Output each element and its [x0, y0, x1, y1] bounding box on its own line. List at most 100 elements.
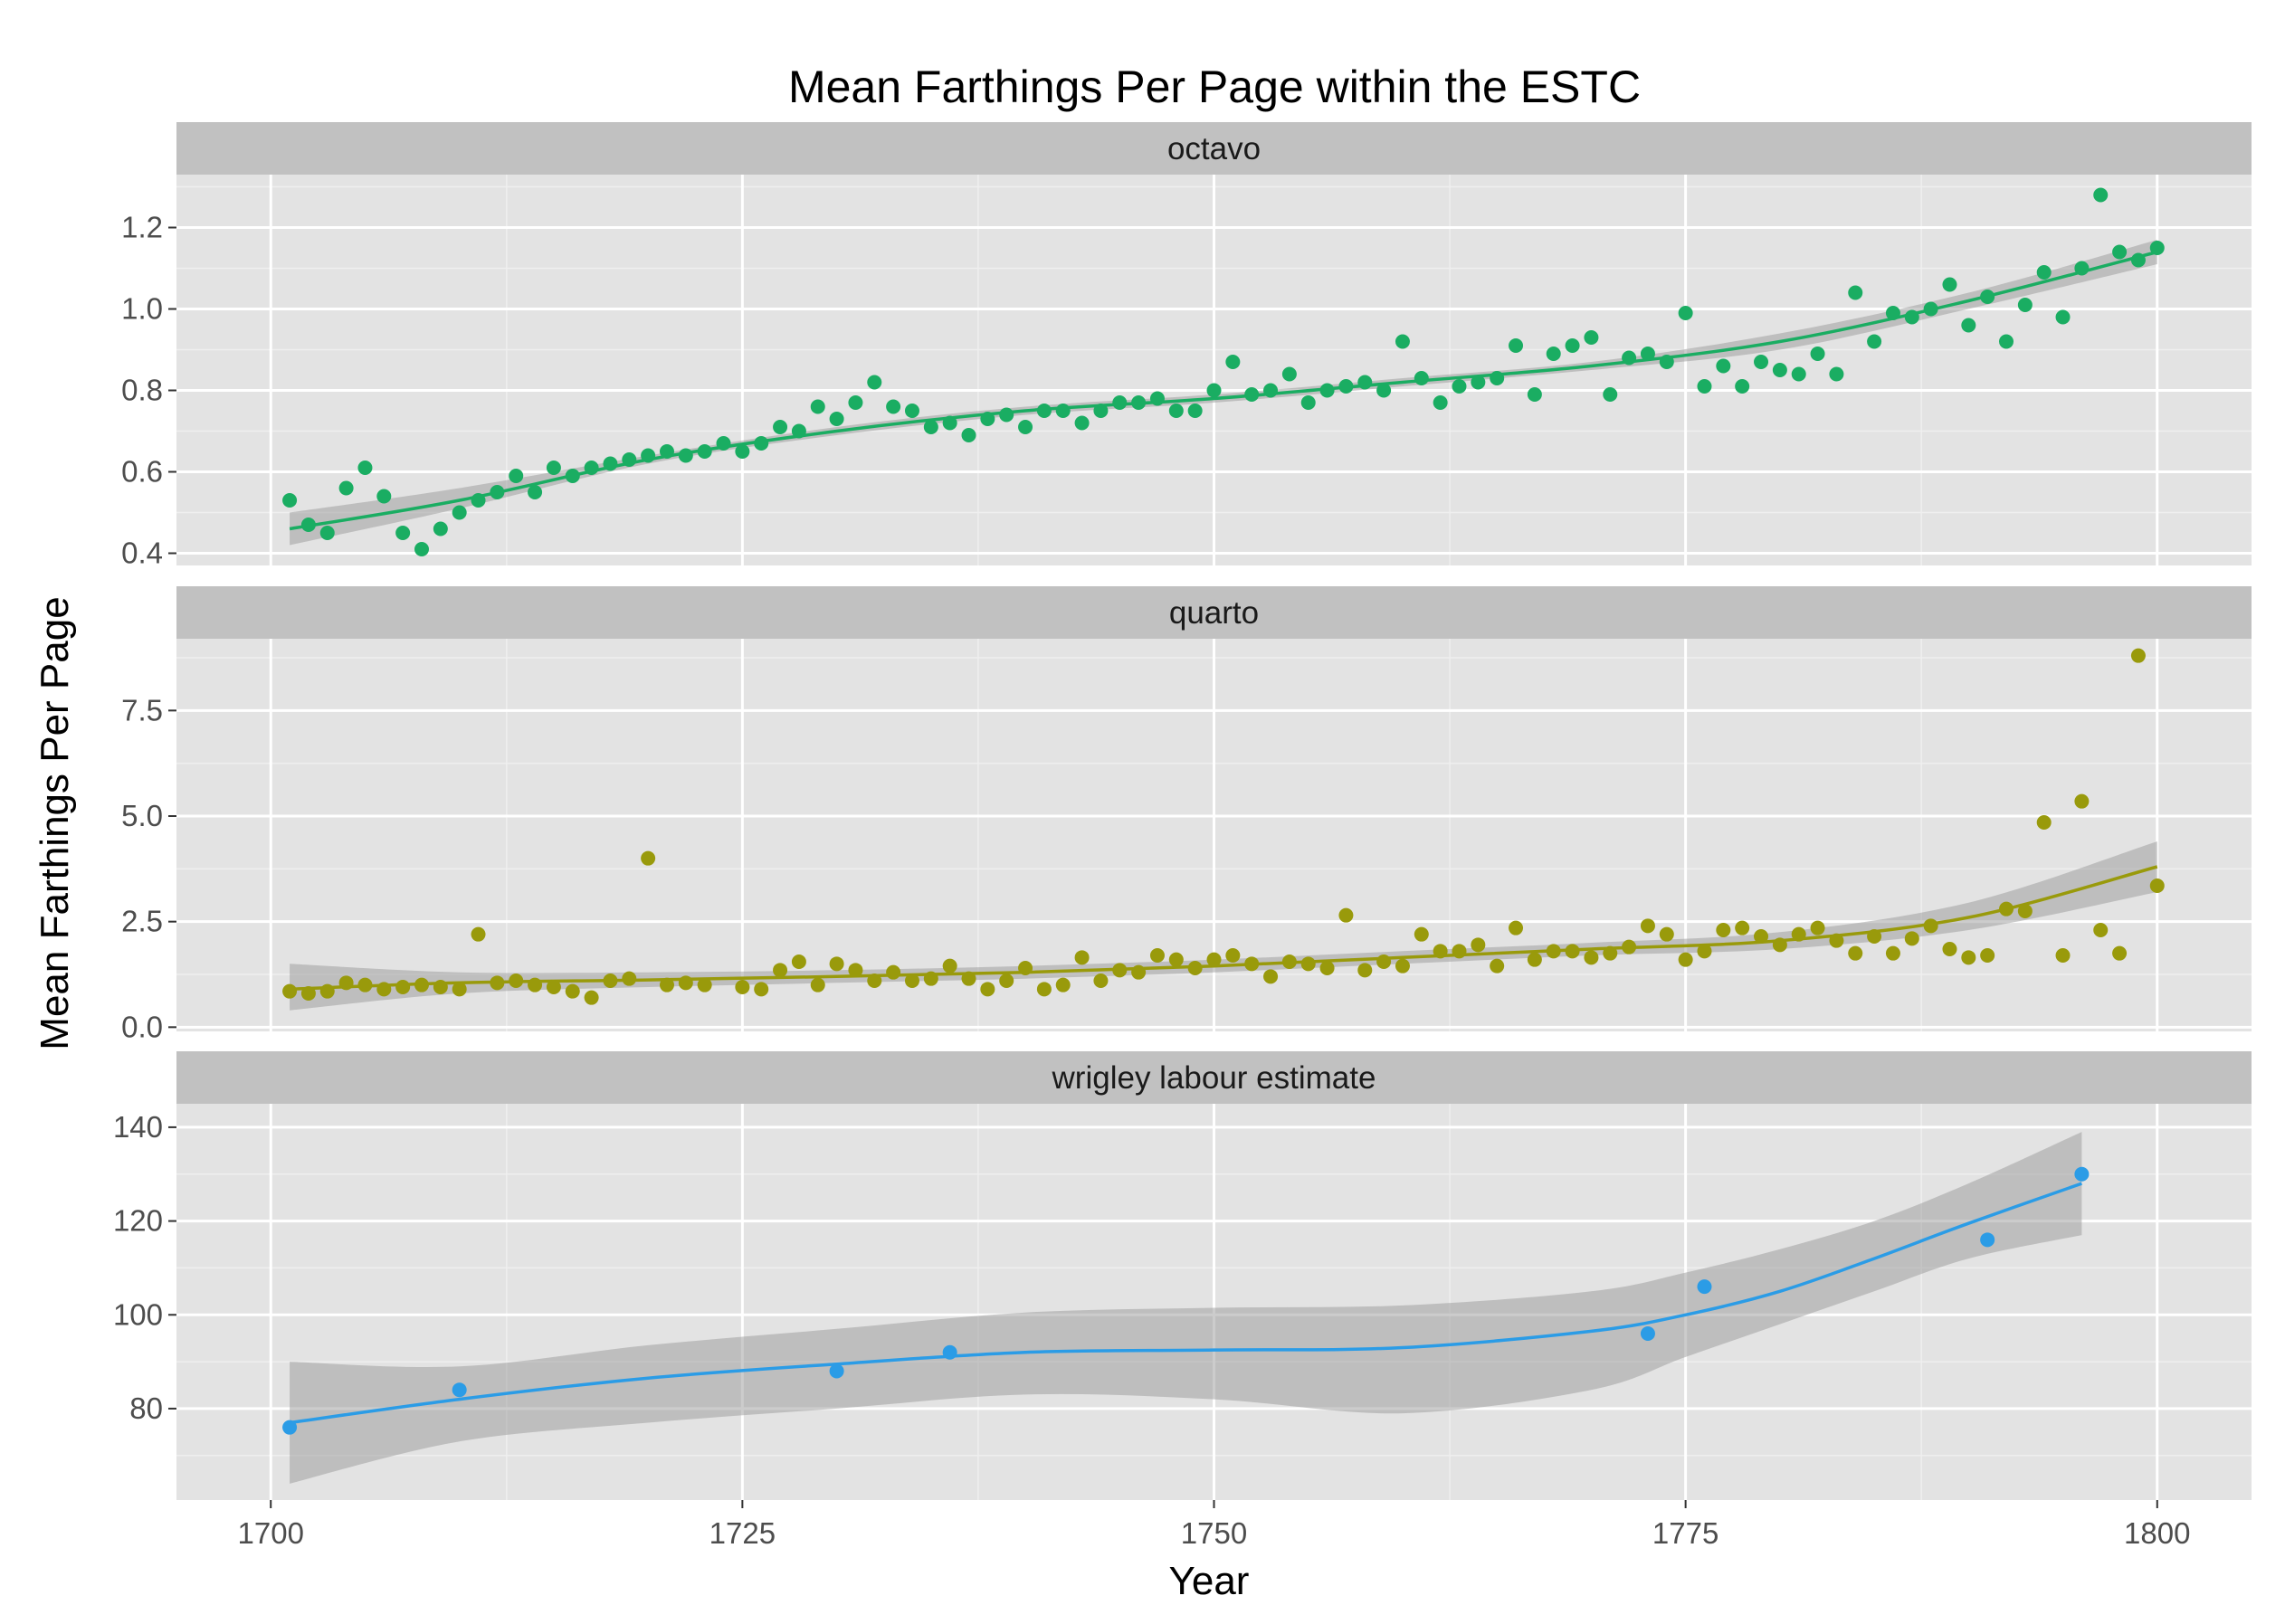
data-point-quarto: [1810, 920, 1825, 935]
y-tick-label: 7.5: [121, 693, 163, 727]
data-point-octavo: [1942, 277, 1957, 292]
data-point-octavo: [773, 420, 788, 434]
data-point-octavo: [300, 518, 316, 532]
data-point-quarto: [1848, 945, 1863, 961]
data-point-quarto: [829, 956, 844, 972]
data-point-quarto: [1772, 937, 1787, 953]
data-point-octavo: [1923, 301, 1938, 317]
y-tick-label: 0.0: [121, 1010, 163, 1043]
data-point-quarto: [1263, 969, 1279, 984]
data-point-octavo: [697, 444, 712, 459]
data-point-quarto: [773, 963, 788, 978]
data-point-octavo: [659, 444, 674, 459]
data-point-quarto: [659, 977, 674, 992]
strip-label-octavo: octavo: [1167, 131, 1261, 166]
data-point-octavo: [433, 521, 448, 537]
data-point-quarto: [357, 977, 373, 992]
data-point-quarto: [848, 963, 863, 978]
y-tick-label: 100: [113, 1297, 163, 1331]
data-point-octavo: [1829, 366, 1844, 382]
data-point-octavo: [1471, 375, 1486, 390]
data-point-octavo: [1281, 366, 1297, 382]
data-point-octavo: [319, 526, 335, 540]
data-point-octavo: [1225, 355, 1241, 369]
data-point-octavo: [735, 444, 750, 459]
data-point-quarto: [1754, 929, 1769, 944]
data-point-quarto: [433, 980, 448, 994]
data-point-octavo: [716, 436, 731, 451]
data-point-quarto: [546, 980, 561, 994]
data-point-quarto: [2036, 815, 2052, 830]
y-tick-label: 5.0: [121, 799, 163, 832]
data-point-quarto: [1281, 954, 1297, 969]
data-point-octavo: [603, 456, 618, 471]
data-point-octavo: [980, 412, 995, 426]
data-point-quarto: [471, 926, 486, 942]
data-point-quarto: [1452, 944, 1467, 959]
data-point-octavo: [2130, 252, 2146, 268]
y-tick-label: 1.0: [121, 292, 163, 326]
data-point-octavo: [1546, 347, 1561, 361]
panels: octavo 0.4 0.6 0.8 1.0 1.2 quarto 0.0 2.5 5.0 7.5 w…: [113, 122, 2252, 1500]
data-point-octavo: [1980, 290, 1995, 304]
data-point-quarto: [1565, 944, 1580, 959]
data-point-octavo: [1376, 383, 1392, 398]
data-point-quarto: [999, 973, 1014, 988]
data-point-octavo: [1716, 358, 1731, 374]
data-point-octavo: [1149, 391, 1165, 406]
data-point-quarto: [1999, 901, 2014, 916]
y-tick-label: 0.8: [121, 374, 163, 407]
data-point-octavo: [1490, 371, 1505, 385]
confidence-band-wrigley-labour-estimate: [290, 1132, 2082, 1484]
data-point-octavo: [2149, 241, 2165, 255]
y-tick-label: 80: [129, 1391, 163, 1425]
data-point-quarto: [1319, 961, 1335, 975]
x-axis: 1700 1725 1750 1775 1800: [238, 1500, 2190, 1550]
data-point-quarto: [1716, 923, 1731, 937]
data-point-octavo: [1131, 395, 1147, 410]
data-point-wrigley-labour-estimate: [829, 1363, 844, 1379]
data-point-octavo: [1622, 350, 1637, 366]
data-point-quarto: [1546, 944, 1561, 959]
data-point-octavo: [961, 428, 976, 442]
data-point-quarto: [678, 975, 693, 991]
data-point-quarto: [1168, 952, 1184, 967]
x-tick-label: 1700: [238, 1516, 304, 1550]
data-point-quarto: [300, 986, 316, 1001]
data-point-octavo: [829, 412, 844, 426]
data-point-octavo: [1527, 387, 1542, 402]
data-point-quarto: [2093, 923, 2109, 937]
x-tick-label: 1775: [1652, 1516, 1719, 1550]
data-point-wrigley-labour-estimate: [942, 1344, 957, 1360]
data-point-octavo: [1074, 415, 1090, 431]
data-point-octavo: [1659, 355, 1674, 369]
data-point-octavo: [2112, 244, 2128, 260]
panel-quarto: quarto 0.0 2.5 5.0 7.5: [121, 586, 2252, 1043]
data-point-quarto: [867, 973, 882, 988]
data-point-octavo: [584, 461, 599, 475]
data-point-octavo: [622, 452, 637, 467]
data-point-quarto: [1338, 907, 1354, 923]
y-tick-label: 0.4: [121, 537, 163, 570]
data-point-quarto: [2074, 793, 2090, 809]
data-point-octavo: [1187, 404, 1203, 418]
data-point-quarto: [528, 977, 543, 992]
data-point-octavo: [886, 399, 901, 414]
data-point-quarto: [961, 971, 976, 986]
data-point-wrigley-labour-estimate: [1980, 1232, 1995, 1248]
data-point-quarto: [1735, 920, 1750, 935]
data-point-octavo: [810, 399, 825, 414]
data-point-octavo: [338, 480, 354, 496]
data-point-octavo: [395, 526, 411, 540]
data-point-octavo: [1093, 404, 1109, 418]
data-point-quarto: [282, 983, 298, 999]
data-point-quarto: [509, 973, 524, 988]
data-point-quarto: [980, 982, 995, 997]
data-point-quarto: [2149, 878, 2165, 893]
data-point-octavo: [923, 420, 938, 434]
data-point-wrigley-labour-estimate: [452, 1382, 467, 1398]
data-point-quarto: [1187, 961, 1203, 975]
data-point-wrigley-labour-estimate: [1640, 1325, 1655, 1341]
data-point-octavo: [376, 489, 392, 504]
